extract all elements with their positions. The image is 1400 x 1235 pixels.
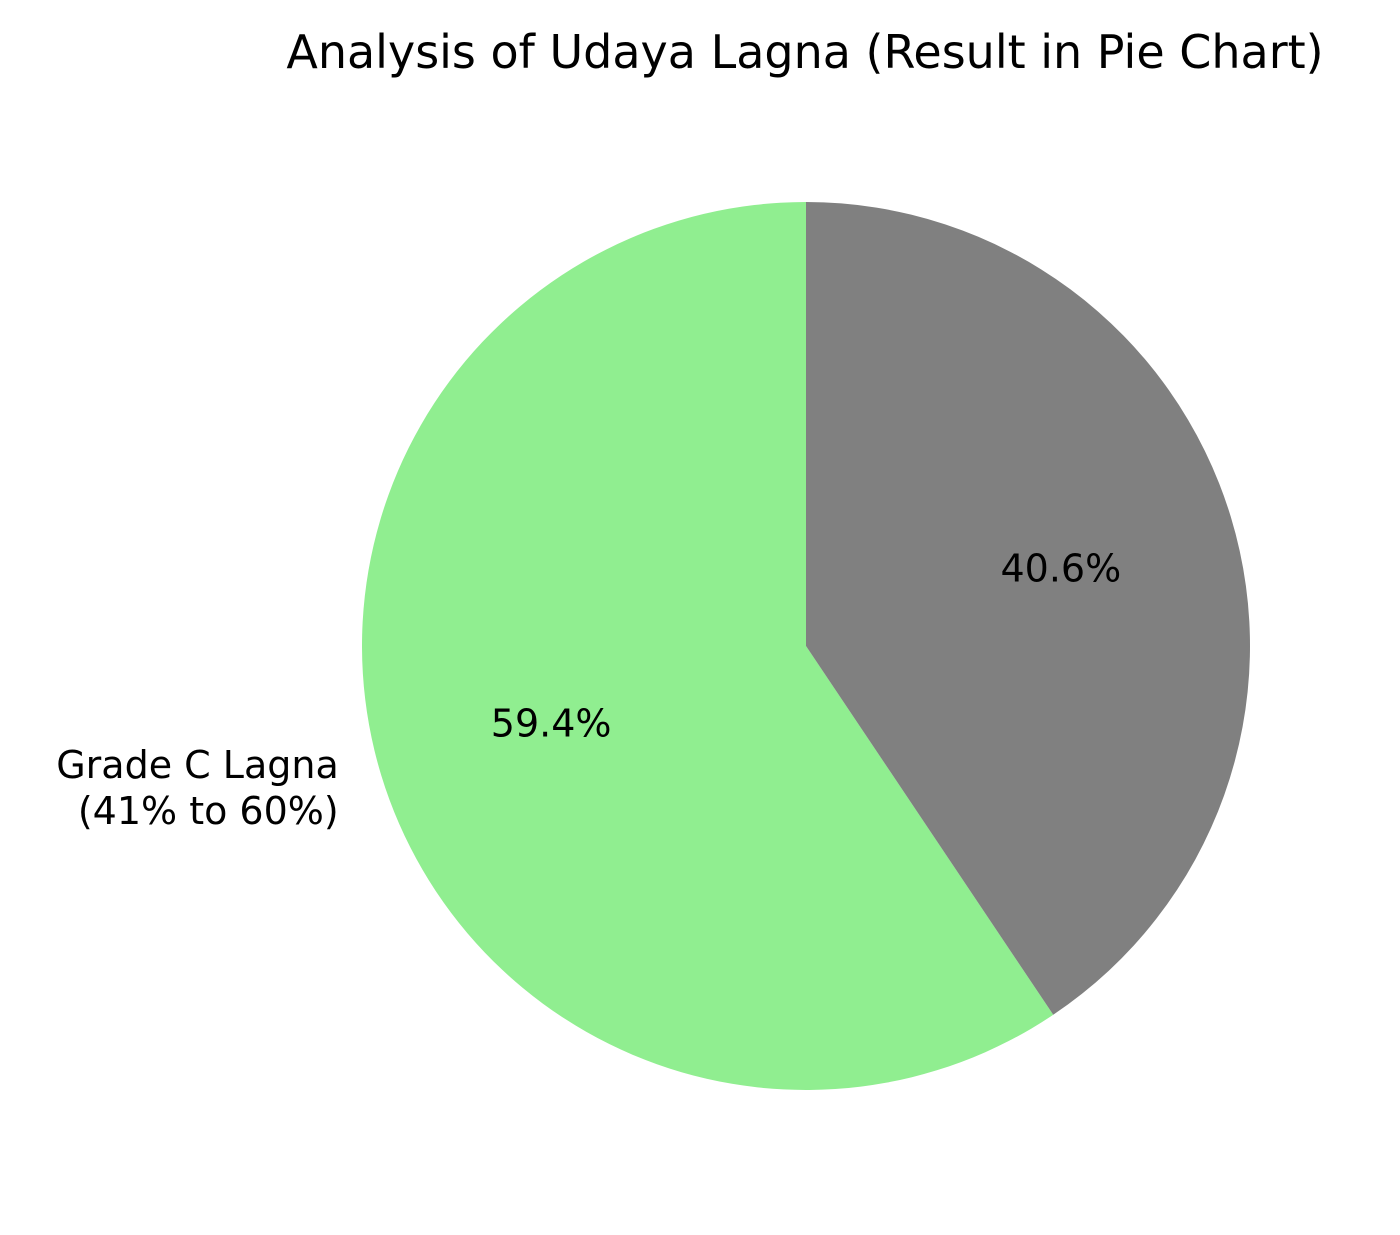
pie-category-label-0: Grade C Lagna (41% to 60%) bbox=[56, 743, 339, 833]
chart-title: Analysis of Udaya Lagna (Result in Pie C… bbox=[286, 25, 1323, 79]
pie-pct-label-0: 59.4% bbox=[491, 702, 612, 746]
pie-category-label-line: (41% to 60%) bbox=[78, 789, 339, 833]
pie-category-label-line: Grade C Lagna bbox=[56, 743, 339, 787]
pie-labels: 59.4% Grade C Lagna (41% to 60%) 40.6% bbox=[56, 546, 1121, 833]
pie-slice-0 bbox=[362, 202, 1054, 1090]
pie-pct-label-1: 40.6% bbox=[1001, 546, 1122, 590]
pie-slice-1 bbox=[806, 202, 1251, 1015]
pie-slices bbox=[362, 202, 1251, 1090]
